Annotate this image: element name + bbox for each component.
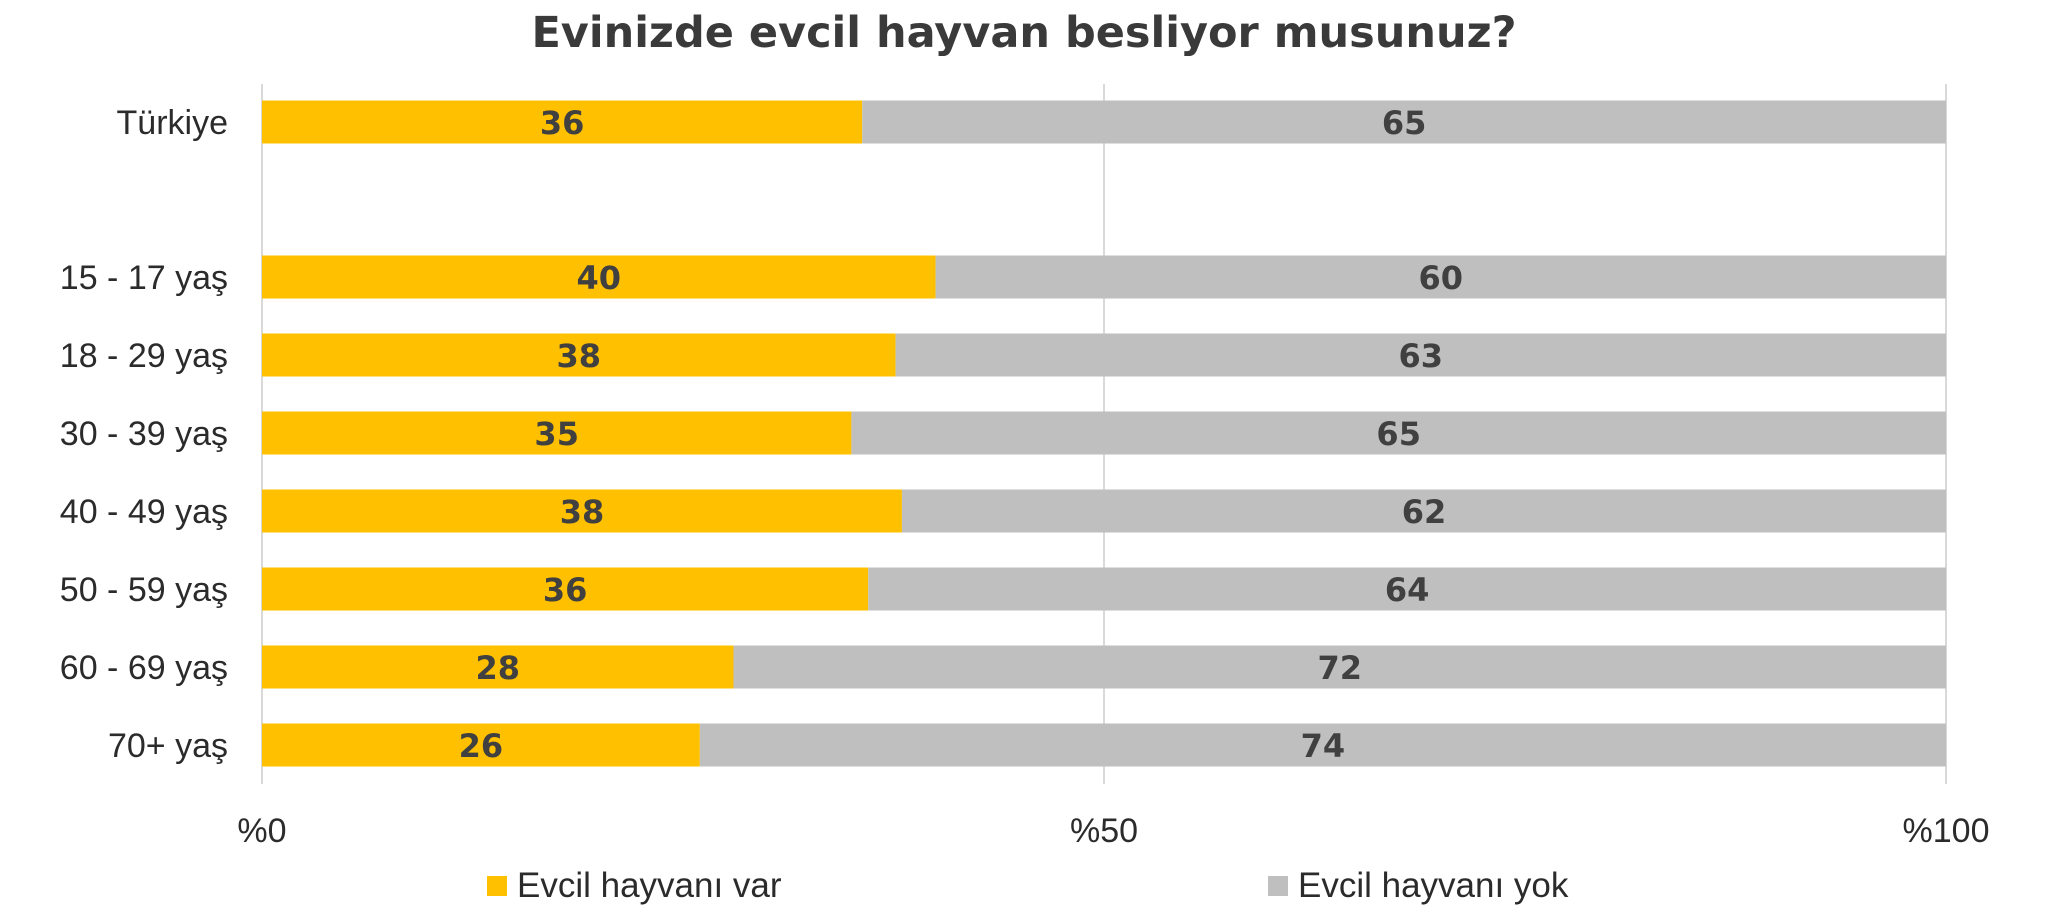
category-label-7: 70+ yaş [108,727,228,765]
legend-label-var: Evcil hayvanı var [517,866,782,905]
data-label-0-1: 40 [577,259,622,297]
bar-0-1 [262,255,936,299]
data-label-0-5: 36 [543,571,588,609]
bar-1-0 [862,100,1947,144]
category-label-0: Türkiye [117,104,228,142]
bar-1-5 [868,567,1946,611]
x-tick-label-1: %50 [1070,812,1138,850]
data-label-1-3: 65 [1376,415,1421,453]
bar-0-6 [262,645,734,689]
bar-1-2 [895,333,1946,377]
bar-0-0 [262,100,863,144]
data-label-1-6: 72 [1317,649,1362,687]
data-label-1-7: 74 [1301,727,1346,765]
bar-1-1 [935,255,1946,299]
bar-0-3 [262,411,852,455]
legend-label-yok: Evcil hayvanı yok [1298,866,1569,905]
data-label-0-4: 38 [560,493,605,531]
legend-swatch-yok [1268,876,1288,896]
legend-item-var: Evcil hayvanı var [487,866,782,906]
bar-0-4 [262,489,902,533]
bar-0-7 [262,723,700,767]
data-label-1-2: 63 [1399,337,1444,375]
bar-1-4 [901,489,1947,533]
category-label-2: 18 - 29 yaş [60,337,228,375]
bar-1-6 [733,645,1946,689]
data-label-0-3: 35 [534,415,579,453]
data-label-0-0: 36 [540,104,585,142]
x-tick-label-0: %0 [237,812,286,850]
category-label-4: 40 - 49 yaş [60,493,228,531]
data-label-1-4: 62 [1402,493,1447,531]
legend-item-yok: Evcil hayvanı yok [1268,866,1568,906]
bar-0-5 [262,567,869,611]
data-label-1-5: 64 [1385,571,1430,609]
x-tick-label-2: %100 [1903,812,1990,850]
category-label-3: 30 - 39 yaş [60,415,228,453]
bar-1-3 [851,411,1946,455]
category-label-6: 60 - 69 yaş [60,649,228,687]
data-label-0-6: 28 [475,649,520,687]
category-label-1: 15 - 17 yaş [60,259,228,297]
bar-1-7 [699,723,1946,767]
bar-0-2 [262,333,896,377]
data-label-0-2: 38 [557,337,602,375]
legend-swatch-var [487,876,507,896]
chart-title: Evinizde evcil hayvan besliyor musunuz? [531,8,1517,58]
data-label-1-1: 60 [1419,259,1464,297]
data-label-0-7: 26 [459,727,504,765]
data-label-1-0: 65 [1382,104,1427,142]
category-label-5: 50 - 59 yaş [60,571,228,609]
